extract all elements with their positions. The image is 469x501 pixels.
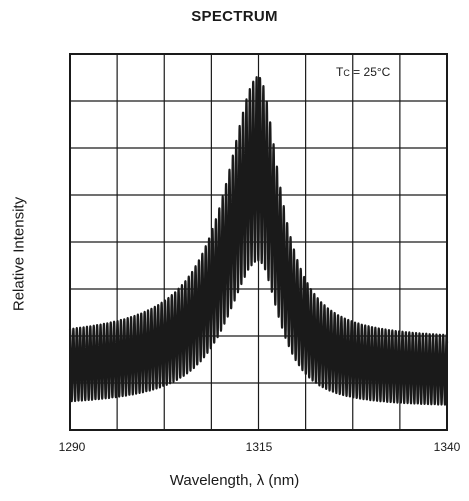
- x-tick-label-1340: 1340: [433, 440, 461, 454]
- spectrum-trace: [68, 76, 449, 406]
- x-axis-label: Wavelength, λ (nm): [169, 472, 300, 489]
- temperature-annotation: TC = 25°C: [336, 65, 391, 79]
- chart-title: SPECTRUM: [191, 8, 278, 25]
- x-tick-label-1315: 1315: [245, 440, 273, 454]
- x-tick-label-1290: 1290: [58, 440, 86, 454]
- plot-frame: [69, 53, 448, 431]
